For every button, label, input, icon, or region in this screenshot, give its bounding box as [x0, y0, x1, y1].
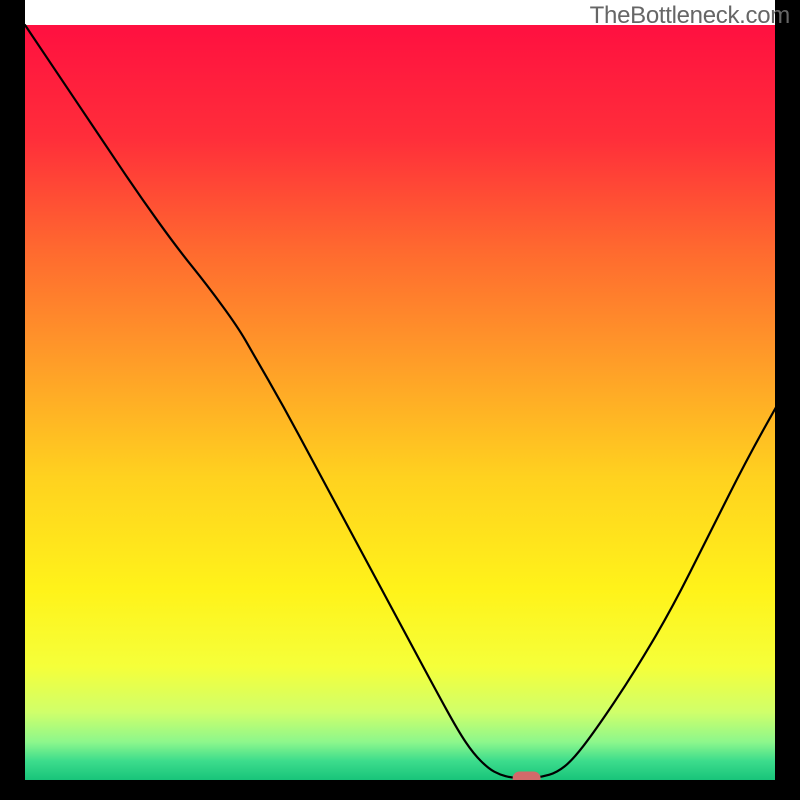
plot-background [25, 25, 785, 780]
chart-container: TheBottleneck.com [0, 0, 800, 800]
watermark-label: TheBottleneck.com [590, 2, 790, 30]
frame-bottom [0, 780, 800, 800]
frame-right [775, 0, 800, 800]
frame-left [0, 0, 25, 800]
bottleneck-chart [0, 0, 800, 800]
